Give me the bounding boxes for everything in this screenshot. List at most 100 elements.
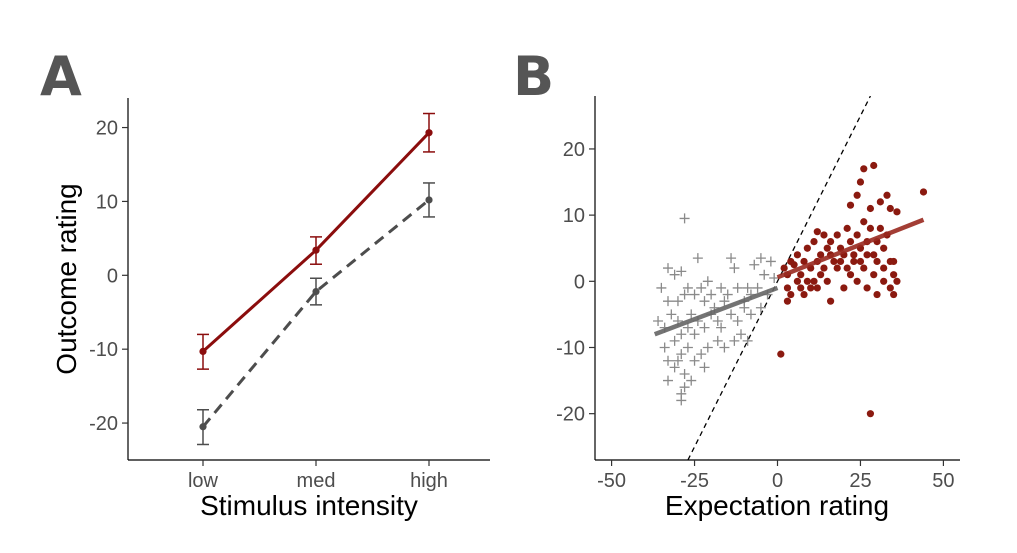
- scatter-point-plus: [692, 253, 703, 264]
- scatter-point-plus: [679, 382, 690, 393]
- panel-b: B -20 -10 0 10 20 -50 -25 0 25 50 Expectation ra…: [513, 45, 960, 521]
- fit-line-red: [776, 217, 925, 280]
- scatter-point-circle: [800, 290, 808, 299]
- scatter-point-plus: [696, 349, 707, 360]
- scatter-point-circle: [777, 350, 785, 358]
- scatter-point-plus: [712, 335, 723, 346]
- panel-b-x-tick-label: -25: [680, 470, 709, 492]
- scatter-point-circle: [856, 178, 865, 186]
- panel-b-x-tick-label: -50: [597, 470, 626, 492]
- scatter-point-circle: [846, 238, 855, 246]
- scatter-point-plus: [679, 289, 690, 300]
- scatter-point-circle: [846, 271, 855, 279]
- panel-a-y-tick-label: -10: [89, 339, 118, 361]
- scatter-point-plus: [669, 335, 680, 346]
- scatter-point-plus: [732, 282, 743, 293]
- scatter-point-circle: [787, 290, 795, 299]
- scatter-point-plus: [663, 296, 673, 307]
- scatter-point-plus: [726, 253, 737, 264]
- scatter-point-plus: [676, 329, 687, 340]
- panel-a-data-point: [199, 423, 207, 431]
- scatter-point-plus: [769, 273, 780, 283]
- scatter-point-circle: [860, 264, 868, 272]
- scatter-point-plus: [676, 349, 687, 360]
- panel-b-plot-area: [653, 96, 928, 460]
- scatter-point-plus: [686, 309, 697, 320]
- scatter-point-circle: [800, 257, 808, 266]
- scatter-point-plus: [686, 375, 697, 386]
- scatter-point-circle: [797, 271, 805, 279]
- scatter-point-circle: [866, 204, 875, 213]
- panel-b-letter: B: [513, 45, 554, 108]
- scatter-point-circle: [866, 224, 875, 232]
- scatter-point-circle: [846, 201, 855, 209]
- scatter-point-circle: [890, 271, 898, 279]
- scatter-point-circle: [843, 224, 851, 232]
- identity-line: [687, 96, 871, 460]
- scatter-point-plus: [719, 296, 730, 307]
- scatter-point-circle: [813, 228, 821, 236]
- scatter-point-circle: [886, 257, 894, 266]
- scatter-point-plus: [732, 316, 743, 327]
- panel-a-data-point: [425, 196, 433, 204]
- scatter-point-plus: [722, 289, 733, 300]
- panel-a-y-tick-label: 20: [96, 118, 118, 140]
- scatter-point-circle: [817, 251, 825, 259]
- scatter-point-circle: [870, 271, 878, 279]
- scatter-point-plus: [672, 296, 683, 307]
- panel-b-y-tick-label: 20: [563, 139, 585, 161]
- scatter-point-circle: [793, 251, 802, 259]
- scatter-point-circle: [853, 277, 861, 285]
- scatter-point-circle: [830, 257, 838, 266]
- scatter-point-circle: [853, 231, 861, 239]
- scatter-point-plus: [749, 259, 760, 270]
- scatter-point-plus: [706, 289, 717, 300]
- panel-a-y-tick-label: -20: [89, 413, 118, 435]
- scatter-point-plus: [759, 269, 770, 280]
- scatter-point-plus: [663, 375, 673, 386]
- scatter-point-plus: [696, 282, 707, 293]
- scatter-point-circle: [893, 277, 901, 285]
- scatter-point-plus: [699, 322, 710, 333]
- scatter-point-plus: [656, 282, 667, 293]
- scatter-point-circle: [797, 284, 805, 292]
- panel-a-series-line: [201, 198, 430, 428]
- scatter-point-plus: [745, 309, 756, 320]
- scatter-point-circle: [813, 284, 821, 292]
- scatter-point-plus: [729, 263, 740, 274]
- scatter-point-plus: [682, 282, 693, 293]
- panel-a-x-tick-label: high: [410, 470, 448, 492]
- panel-a-series-1: [197, 182, 435, 446]
- scatter-point-circle: [820, 264, 828, 272]
- panel-a-data-point: [312, 287, 320, 296]
- scatter-point-circle: [783, 297, 792, 305]
- panel-a-data-point: [425, 129, 433, 137]
- panel-a-x-ticks: low med high: [188, 460, 448, 492]
- panel-a-y-ticks: -20 -10 0 10 20: [89, 118, 128, 435]
- scatter-point-plus: [676, 395, 687, 406]
- panel-a-y-tick-label: 0: [107, 265, 118, 287]
- scatter-point-plus: [716, 322, 727, 333]
- scatter-point-plus: [699, 296, 710, 307]
- scatter-point-circle: [870, 161, 878, 170]
- scatter-point-plus: [702, 342, 713, 353]
- scatter-point-circle: [826, 297, 835, 305]
- fit-line-grey: [653, 285, 779, 337]
- panel-a-x-tick-label: low: [188, 470, 219, 492]
- scatter-point-circle: [853, 191, 861, 199]
- scatter-point-plus: [663, 355, 673, 366]
- scatter-point-circle: [820, 231, 828, 239]
- scatter-point-plus: [682, 322, 693, 333]
- scatter-point-circle: [807, 284, 815, 292]
- scatter-point-circle: [850, 257, 858, 266]
- scatter-point-circle: [826, 238, 835, 246]
- panel-b-x-tick-label: 0: [772, 470, 783, 492]
- scatter-point-circle: [860, 165, 868, 173]
- panel-b-y-tick-label: -10: [556, 337, 585, 359]
- scatter-point-circle: [836, 257, 845, 266]
- scatter-point-circle: [803, 244, 811, 252]
- scatter-point-circle: [783, 284, 792, 292]
- panel-a-data-point: [312, 246, 320, 254]
- scatter-point-circle: [856, 257, 865, 266]
